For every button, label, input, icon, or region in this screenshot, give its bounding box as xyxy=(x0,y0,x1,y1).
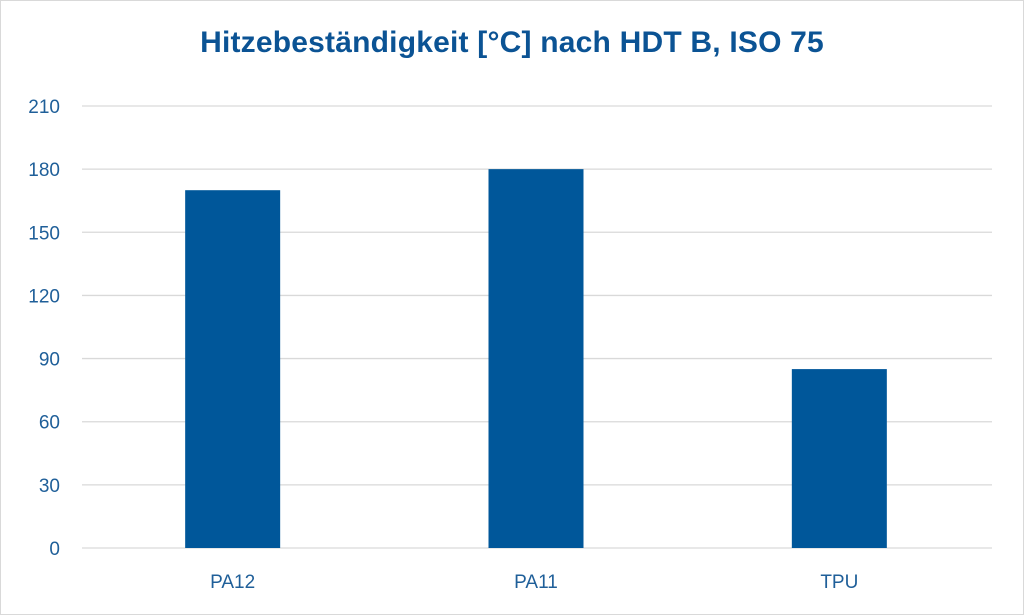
y-tick-label: 60 xyxy=(39,413,60,434)
y-tick-label: 210 xyxy=(28,97,60,118)
chart-title: Hitzebeständigkeit [°C] nach HDT B, ISO … xyxy=(200,26,824,59)
y-axis-ticks: 0 30 60 90 120 150 180 210 xyxy=(28,97,60,560)
bars xyxy=(185,169,887,548)
y-tick-label: 90 xyxy=(39,350,60,371)
y-tick-label: 120 xyxy=(28,286,60,307)
x-tick-label: PA11 xyxy=(514,572,558,593)
x-tick-label: PA12 xyxy=(210,572,255,593)
bar-pa11 xyxy=(488,169,584,548)
bar-tpu xyxy=(791,369,887,548)
x-axis-ticks: PA12 PA11 TPU xyxy=(210,572,858,593)
bar-pa12 xyxy=(185,190,281,548)
x-tick-label: TPU xyxy=(820,572,858,593)
y-tick-label: 180 xyxy=(28,160,60,181)
y-tick-label: 150 xyxy=(28,223,60,244)
y-tick-label: 0 xyxy=(49,539,60,560)
y-tick-label: 30 xyxy=(39,476,60,497)
